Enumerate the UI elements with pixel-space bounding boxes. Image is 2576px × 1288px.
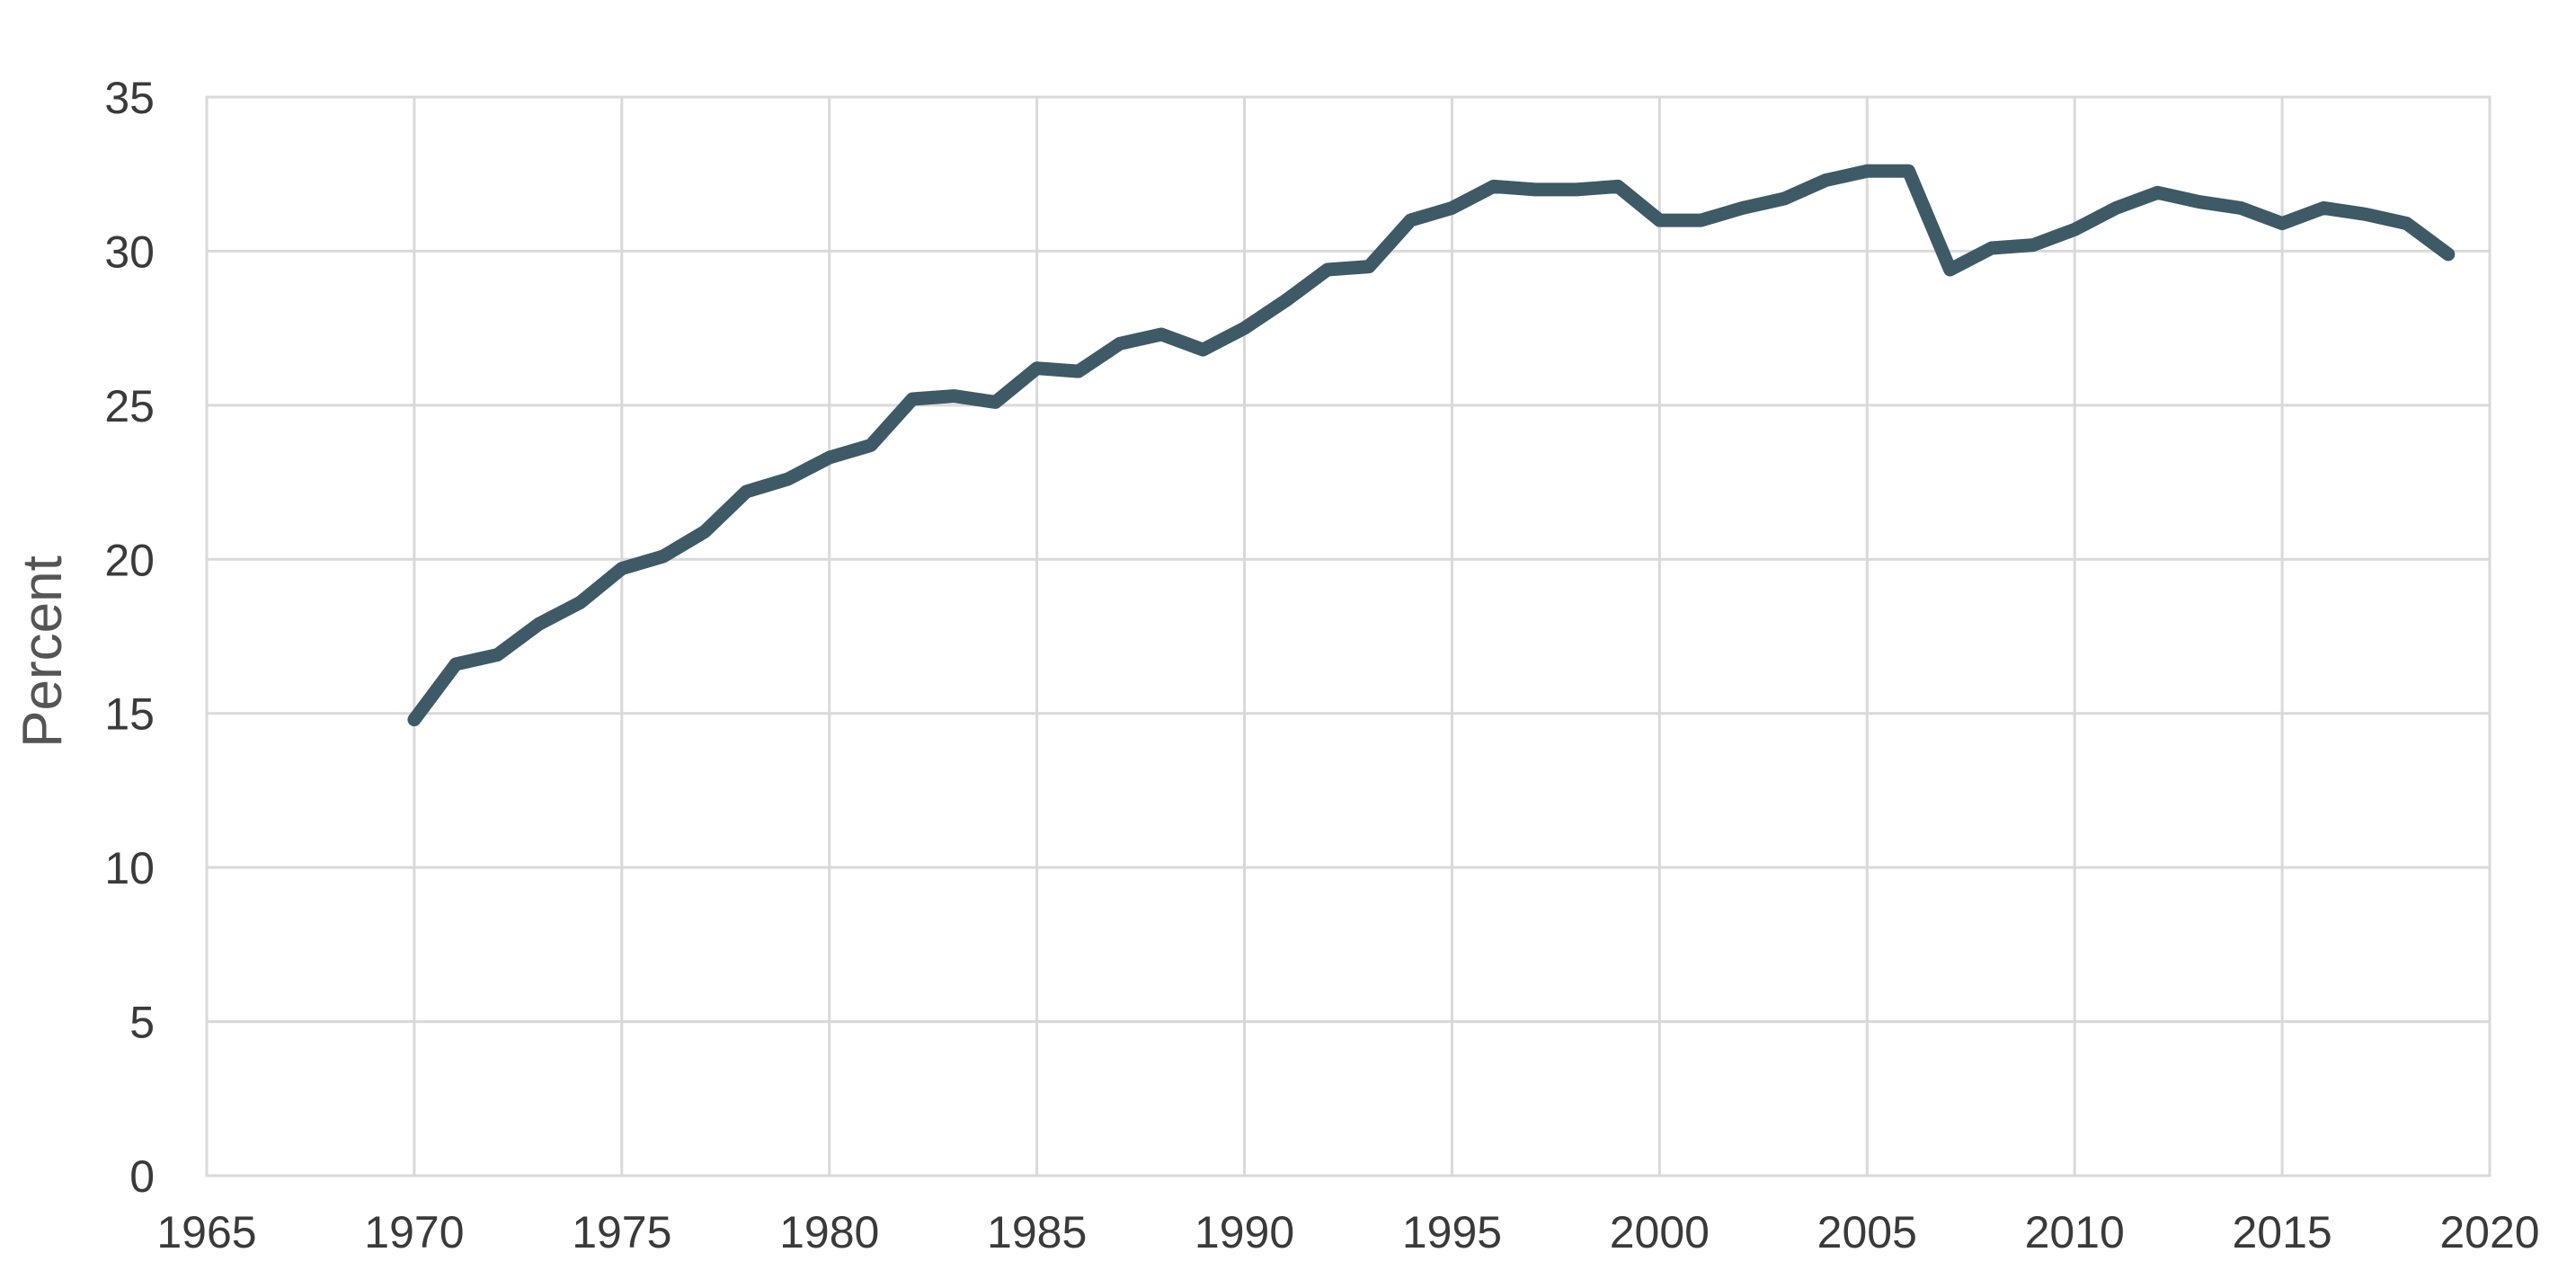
data-point — [743, 488, 750, 494]
data-point — [1117, 341, 1123, 347]
data-point — [453, 661, 459, 667]
data-point — [2321, 205, 2327, 211]
data-point — [2072, 227, 2078, 233]
data-point — [494, 652, 501, 658]
data-point — [785, 476, 791, 483]
y-tick-label: 25 — [104, 381, 155, 431]
data-point — [867, 442, 874, 449]
data-point — [1988, 245, 1994, 251]
y-axis-title: Percent — [12, 555, 74, 748]
data-point — [2279, 220, 2286, 227]
y-axis-tick-labels: 0 5 10 15 20 25 30 35 — [104, 73, 155, 1202]
x-tick-label: 2000 — [1610, 1207, 1710, 1257]
x-gridlines — [205, 97, 2492, 1176]
y-tick-label: 20 — [104, 535, 155, 585]
data-point — [1698, 218, 1704, 224]
data-point — [910, 396, 916, 402]
series-layer — [407, 164, 2456, 727]
data-point — [1490, 183, 1497, 190]
x-tick-label: 1985 — [987, 1207, 1087, 1257]
y-tick-label: 5 — [129, 998, 155, 1048]
data-point — [2403, 220, 2410, 227]
data-point — [1200, 347, 1206, 353]
y-tick-label: 30 — [104, 227, 155, 277]
data-point — [1366, 263, 1372, 270]
data-point — [1823, 177, 1829, 183]
data-point — [2445, 251, 2451, 257]
data-point — [1781, 196, 1787, 202]
x-tick-label: 2020 — [2439, 1207, 2539, 1257]
data-point — [577, 600, 583, 606]
x-tick-label: 2005 — [1817, 1207, 1917, 1257]
x-tick-label: 1975 — [572, 1207, 671, 1257]
data-point — [536, 621, 542, 627]
data-point — [1739, 205, 1745, 211]
y-tick-label: 0 — [129, 1151, 155, 1202]
x-axis-tick-labels: 1965 1970 1975 1980 1985 1990 1995 2000 2005 2010… — [156, 1207, 2539, 1257]
data-point — [1449, 205, 1455, 211]
x-tick-label: 1995 — [1402, 1207, 1502, 1257]
data-point — [1075, 369, 1081, 375]
data-point — [411, 716, 417, 723]
x-tick-label: 2015 — [2232, 1207, 2332, 1257]
data-point — [1574, 186, 1579, 192]
data-point — [2237, 205, 2243, 211]
series-line — [407, 164, 2456, 727]
data-point — [1159, 332, 1165, 337]
plot-area-frame — [205, 95, 2492, 1177]
data-point — [2362, 211, 2368, 218]
data-point — [2154, 190, 2161, 196]
data-point — [951, 393, 957, 399]
data-point — [1241, 325, 1248, 332]
data-point — [2030, 242, 2036, 248]
data-point — [2196, 199, 2202, 205]
data-point — [1532, 186, 1538, 192]
data-point — [1657, 218, 1663, 224]
data-point — [1324, 267, 1330, 272]
x-tick-label: 1970 — [364, 1207, 464, 1257]
x-tick-label: 2010 — [2025, 1207, 2125, 1257]
y-gridlines — [207, 95, 2490, 1177]
data-point — [1283, 298, 1289, 304]
x-tick-label: 1980 — [779, 1207, 879, 1257]
x-tick-label: 1990 — [1195, 1207, 1294, 1257]
data-point — [1615, 183, 1621, 190]
data-point — [661, 553, 666, 559]
y-tick-label: 10 — [104, 843, 155, 893]
data-point — [702, 529, 708, 535]
data-point — [1864, 168, 1870, 174]
data-point — [618, 565, 625, 572]
y-tick-label: 35 — [104, 73, 155, 123]
data-point — [1947, 267, 1953, 272]
data-point — [826, 455, 832, 461]
data-point — [2113, 205, 2119, 211]
x-tick-label: 1965 — [156, 1207, 256, 1257]
data-point — [1905, 168, 1912, 174]
data-point — [1408, 218, 1414, 224]
data-point — [1034, 365, 1040, 371]
data-point — [992, 399, 999, 405]
y-tick-label: 15 — [104, 689, 155, 740]
